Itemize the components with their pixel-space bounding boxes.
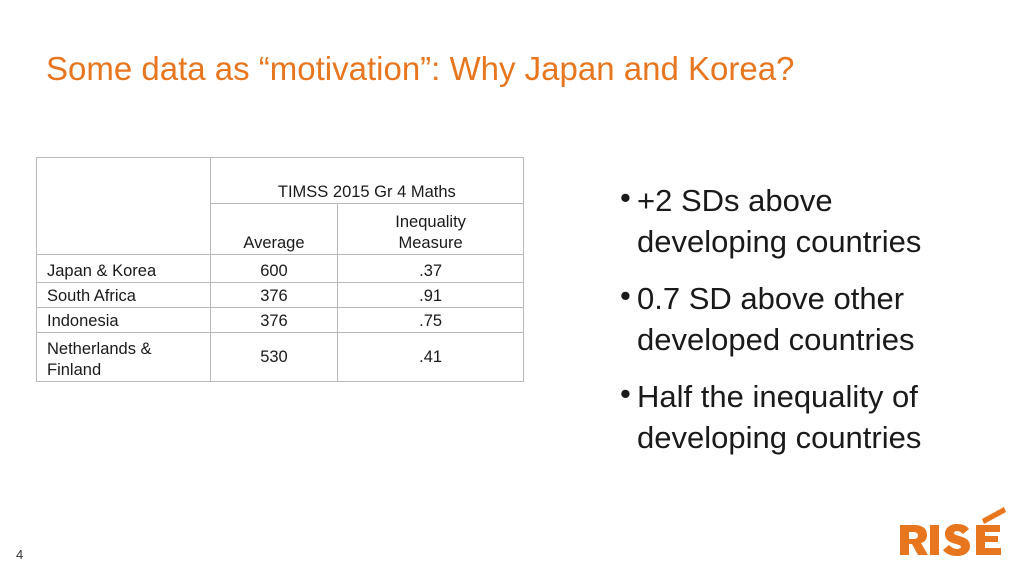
page-number: 4: [16, 547, 24, 562]
inequality-cell: .37: [337, 254, 524, 283]
average-cell: 530: [209, 332, 339, 382]
row-label-line1: Netherlands &: [47, 340, 152, 358]
table-subheader-row: Average Inequality Measure: [37, 203, 524, 255]
bullet-list: • +2 SDs above developing countries • 0.…: [620, 180, 1020, 474]
bullet-dot-icon: •: [620, 278, 631, 313]
bullet-dot-icon: •: [620, 376, 631, 411]
table-row: Indonesia 376 .75: [36, 307, 524, 333]
rise-logo-icon: [900, 507, 1006, 556]
table-row: Japan & Korea 600 .37: [36, 254, 524, 283]
rise-logo: [896, 505, 1008, 562]
bullet-item: • Half the inequality of developing coun…: [620, 376, 1020, 458]
slide-title: Some data as “motivation”: Why Japan and…: [46, 50, 795, 87]
inequality-cell: .41: [337, 332, 524, 382]
col-header-inequality: Inequality Measure: [337, 203, 524, 255]
col-header-average: Average: [209, 203, 339, 255]
row-label: Japan & Korea: [36, 254, 211, 283]
timss-table: TIMSS 2015 Gr 4 Maths Average Inequality…: [36, 157, 525, 382]
average-cell: 376: [209, 282, 339, 308]
row-label-line2: Finland: [47, 361, 102, 379]
empty-corner-cell: [36, 157, 211, 255]
col-header-inequality-line1: Inequality: [395, 213, 466, 231]
row-label: South Africa: [36, 282, 211, 308]
col-header-inequality-line2: Measure: [398, 234, 463, 252]
row-label: Indonesia: [36, 307, 211, 333]
bullet-line2: developing countries: [637, 420, 922, 455]
inequality-cell: .75: [337, 307, 524, 333]
bullet-line1: +2 SDs above: [637, 183, 833, 218]
bullet-line2: developing countries: [637, 224, 922, 259]
bullet-item: • 0.7 SD above other developed countries: [620, 278, 1020, 360]
bullet-line1: 0.7 SD above other: [637, 281, 905, 316]
bullet-line1: Half the inequality of: [637, 379, 918, 414]
table-header-row: TIMSS 2015 Gr 4 Maths: [36, 157, 525, 255]
average-cell: 376: [209, 307, 339, 333]
average-cell: 600: [209, 254, 339, 283]
table-row: South Africa 376 .91: [36, 282, 524, 308]
row-label: Netherlands & Finland: [36, 332, 211, 382]
table-row: Netherlands & Finland 530 .41: [36, 332, 524, 382]
bullet-line2: developed countries: [637, 322, 915, 357]
bullet-dot-icon: •: [620, 180, 631, 215]
group-header: TIMSS 2015 Gr 4 Maths: [209, 157, 525, 204]
inequality-cell: .91: [337, 282, 524, 308]
bullet-item: • +2 SDs above developing countries: [620, 180, 1020, 262]
